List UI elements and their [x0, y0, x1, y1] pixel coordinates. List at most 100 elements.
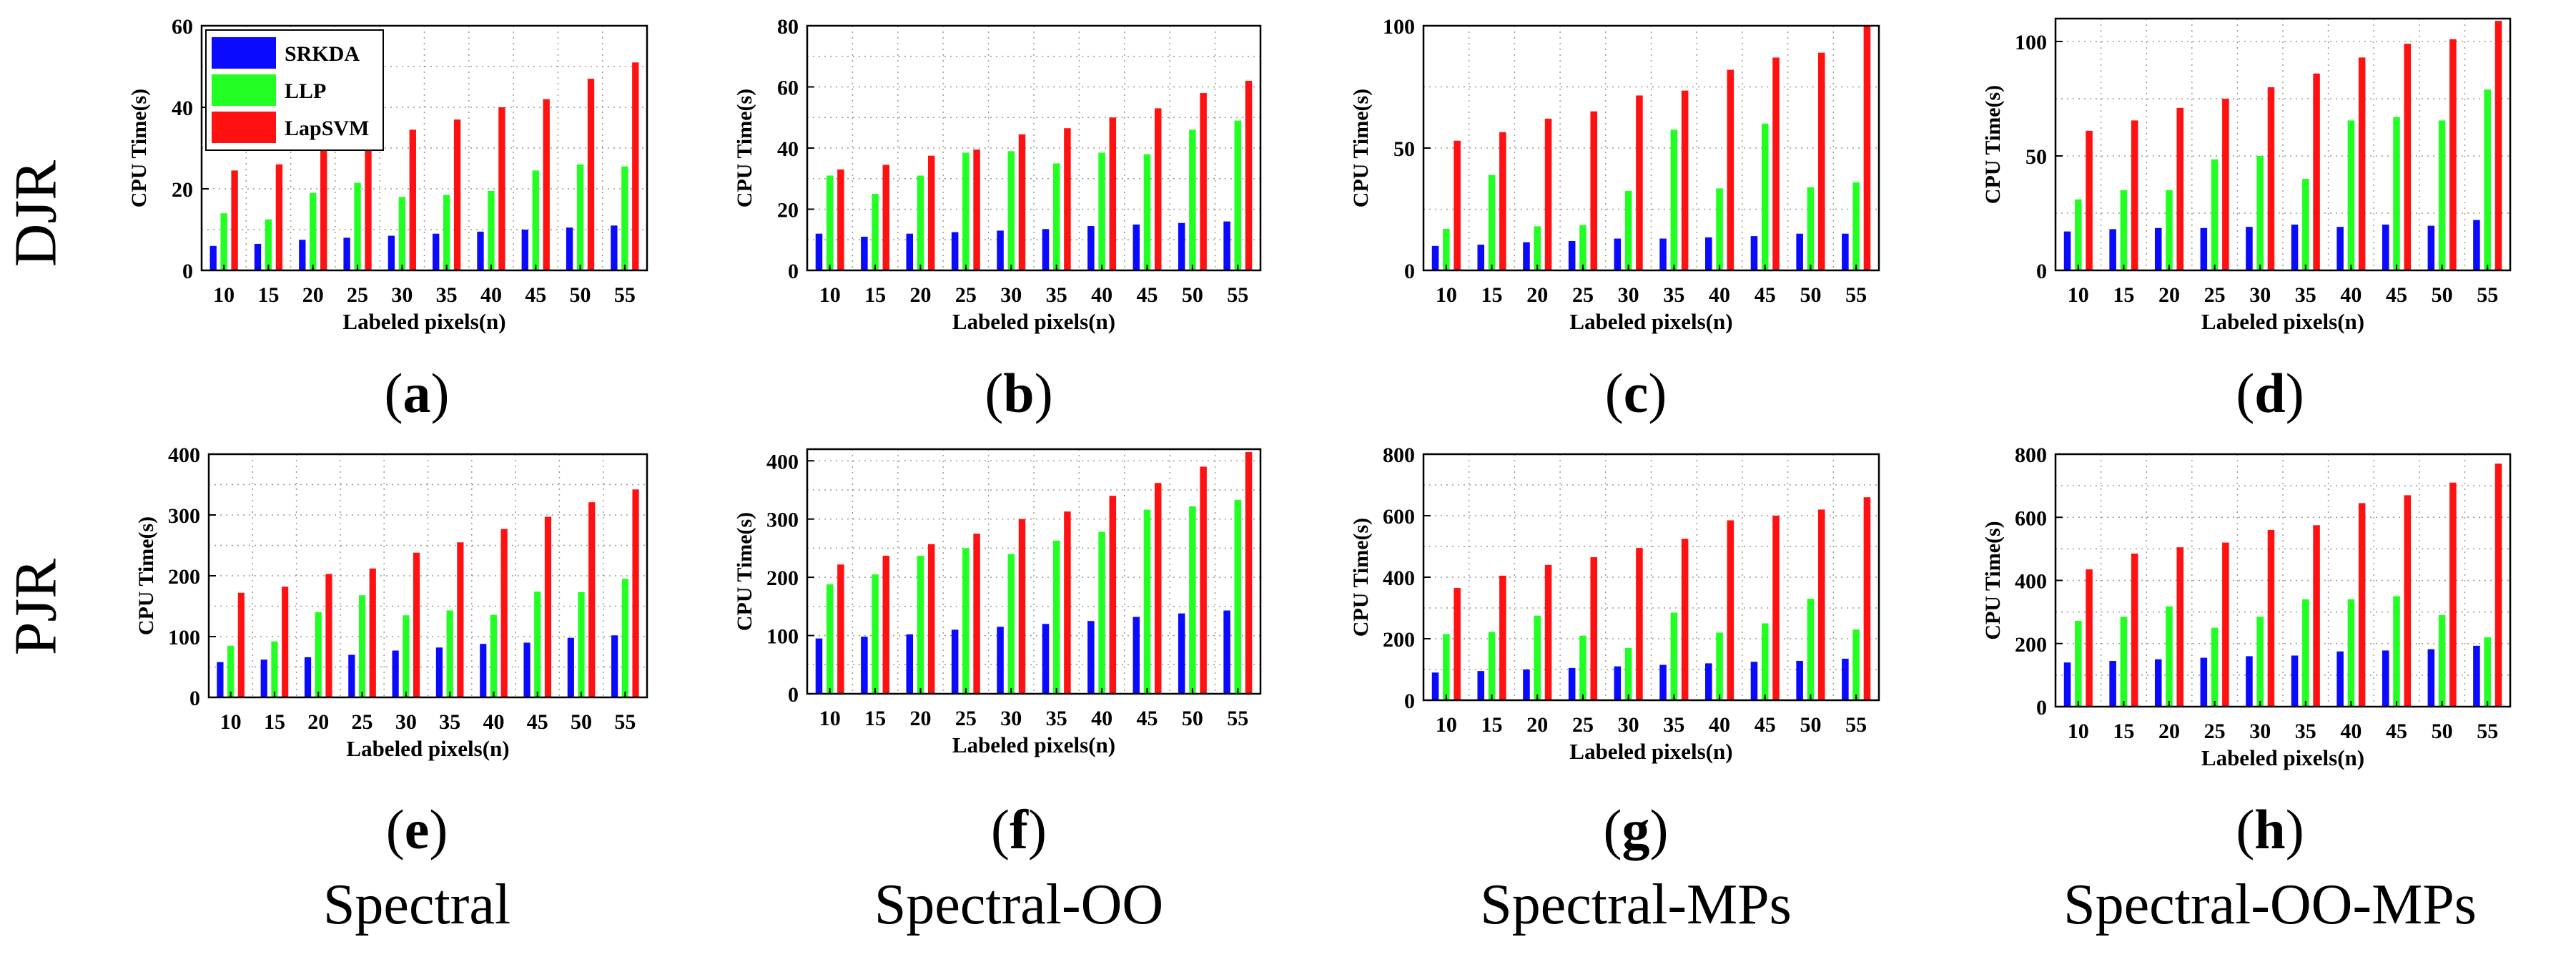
- bar-srkda-55: [1842, 233, 1849, 270]
- bar-srkda-35: [1659, 238, 1667, 270]
- bar-llp-35: [443, 195, 450, 270]
- bar-lapsvm-50: [2449, 482, 2457, 707]
- bar-llp-45: [534, 592, 541, 697]
- bar-llp-10: [826, 584, 834, 694]
- legend-swatch-llp: [212, 74, 276, 106]
- x-tick-label: 20: [910, 707, 932, 730]
- chart-panel-c: 0 50 100 10 15 20 25 30 35 40 45 50 55 Labeled pixels…: [1349, 15, 1880, 334]
- bar-srkda-40: [480, 644, 487, 697]
- x-tick-label: 55: [1227, 707, 1248, 730]
- legend-swatch-lapsvm: [212, 112, 276, 143]
- bar-llp-25: [962, 152, 969, 270]
- bar-lapsvm-15: [282, 586, 289, 697]
- chart-panel-e: 0 100 200 300 400 10 15 20 25 30 35 40 45 50 55 Labeled…: [134, 443, 648, 761]
- y-tick-label: 0: [788, 260, 799, 283]
- bar-srkda-40: [1087, 621, 1095, 694]
- bar-lapsvm-25: [2222, 542, 2229, 707]
- bar-lapsvm-15: [2131, 120, 2138, 270]
- bar-llp-15: [2120, 617, 2128, 707]
- x-tick-label: 50: [2432, 720, 2453, 743]
- x-tick-label: 25: [2204, 720, 2226, 743]
- bar-srkda-30: [388, 235, 395, 270]
- bar-srkda-20: [304, 657, 312, 697]
- bar-lapsvm-40: [498, 107, 505, 270]
- bar-srkda-35: [435, 647, 443, 697]
- bar-llp-25: [2211, 159, 2219, 270]
- chart-panel-g: 0 200 400 600 800 10 15 20 25 30 35 40 45 50 55 Labeled…: [1349, 443, 1880, 764]
- bar-srkda-20: [906, 233, 914, 270]
- bar-srkda-15: [861, 236, 868, 270]
- y-tick-label: 800: [1383, 443, 1415, 467]
- bar-lapsvm-45: [1154, 108, 1162, 270]
- bar-lapsvm-45: [1154, 483, 1162, 694]
- bar-lapsvm-30: [1636, 548, 1643, 700]
- bar-srkda-45: [523, 642, 531, 697]
- bar-srkda-35: [1042, 229, 1050, 270]
- panel-label-e: (e): [385, 798, 448, 860]
- bar-llp-45: [1143, 154, 1151, 270]
- x-axis-label: Labeled pixels(n): [1569, 739, 1732, 764]
- x-tick-label: 15: [1481, 283, 1503, 307]
- bar-srkda-35: [2291, 655, 2299, 707]
- x-tick-label: 20: [307, 710, 329, 734]
- y-axis-label: CPU Time(s): [1981, 85, 2005, 204]
- y-axis-label: CPU Time(s): [733, 89, 756, 207]
- bar-lapsvm-45: [544, 516, 552, 697]
- bar-srkda-50: [2427, 225, 2435, 270]
- bar-srkda-10: [1431, 672, 1439, 700]
- bar-lapsvm-25: [369, 568, 376, 697]
- bar-srkda-30: [1614, 666, 1622, 700]
- x-tick-label: 20: [1526, 713, 1548, 737]
- bar-srkda-30: [1614, 238, 1622, 270]
- x-tick-label: 55: [614, 710, 636, 734]
- bar-llp-20: [917, 175, 924, 270]
- y-tick-label: 300: [168, 504, 200, 528]
- bar-llp-35: [2302, 179, 2309, 270]
- bar-llp-25: [1579, 225, 1586, 270]
- bar-srkda-45: [1750, 662, 1758, 700]
- x-tick-label: 15: [2113, 720, 2134, 743]
- bar-llp-20: [1534, 615, 1541, 700]
- x-tick-label: 40: [1091, 283, 1112, 307]
- y-tick-label: 60: [777, 77, 799, 100]
- bar-lapsvm-30: [2267, 87, 2275, 270]
- x-tick-label: 15: [864, 283, 886, 307]
- bar-lapsvm-50: [1200, 466, 1207, 694]
- y-tick-label: 400: [766, 450, 799, 473]
- bar-lapsvm-35: [457, 542, 464, 697]
- bar-srkda-50: [2427, 649, 2435, 707]
- x-axis-label: Labeled pixels(n): [952, 732, 1115, 757]
- y-tick-label: 0: [2036, 696, 2047, 720]
- bar-lapsvm-40: [1727, 520, 1734, 700]
- bar-llp-25: [354, 182, 361, 270]
- bar-lapsvm-25: [365, 142, 372, 270]
- bar-llp-15: [872, 194, 879, 270]
- y-tick-label: 300: [766, 509, 799, 532]
- bar-srkda-40: [1087, 226, 1095, 270]
- bar-llp-25: [358, 595, 366, 697]
- bar-lapsvm-55: [2494, 21, 2502, 270]
- x-tick-label: 45: [527, 710, 548, 734]
- bar-lapsvm-40: [2358, 57, 2366, 271]
- y-axis-label: CPU Time(s): [1349, 518, 1373, 637]
- x-tick-label: 25: [347, 283, 368, 307]
- bar-llp-30: [2256, 617, 2264, 707]
- bar-lapsvm-40: [2358, 503, 2366, 707]
- y-tick-label: 0: [788, 683, 799, 707]
- y-axis-label: CPU Time(s): [733, 512, 756, 631]
- bar-srkda-55: [2473, 645, 2480, 707]
- y-tick-label: 100: [1383, 15, 1415, 39]
- bar-lapsvm-50: [1817, 509, 1825, 700]
- bar-lapsvm-35: [2313, 73, 2320, 271]
- bar-lapsvm-40: [1109, 496, 1117, 694]
- x-tick-label: 45: [1755, 713, 1776, 737]
- bar-llp-10: [220, 213, 227, 270]
- panel-label-c: (c): [1604, 362, 1667, 424]
- y-tick-label: 400: [2015, 570, 2047, 594]
- x-axis-label: Labeled pixels(n): [2201, 745, 2364, 770]
- legend-label-lapsvm: LapSVM: [285, 117, 369, 140]
- chart-panel-a: 0 20 40 60 10 15 20 25 30 35 40 45 50 55 Labeled pixel…: [127, 15, 648, 334]
- x-tick-label: 15: [1481, 713, 1503, 737]
- bar-lapsvm-10: [2086, 569, 2093, 707]
- bar-llp-45: [1761, 623, 1769, 700]
